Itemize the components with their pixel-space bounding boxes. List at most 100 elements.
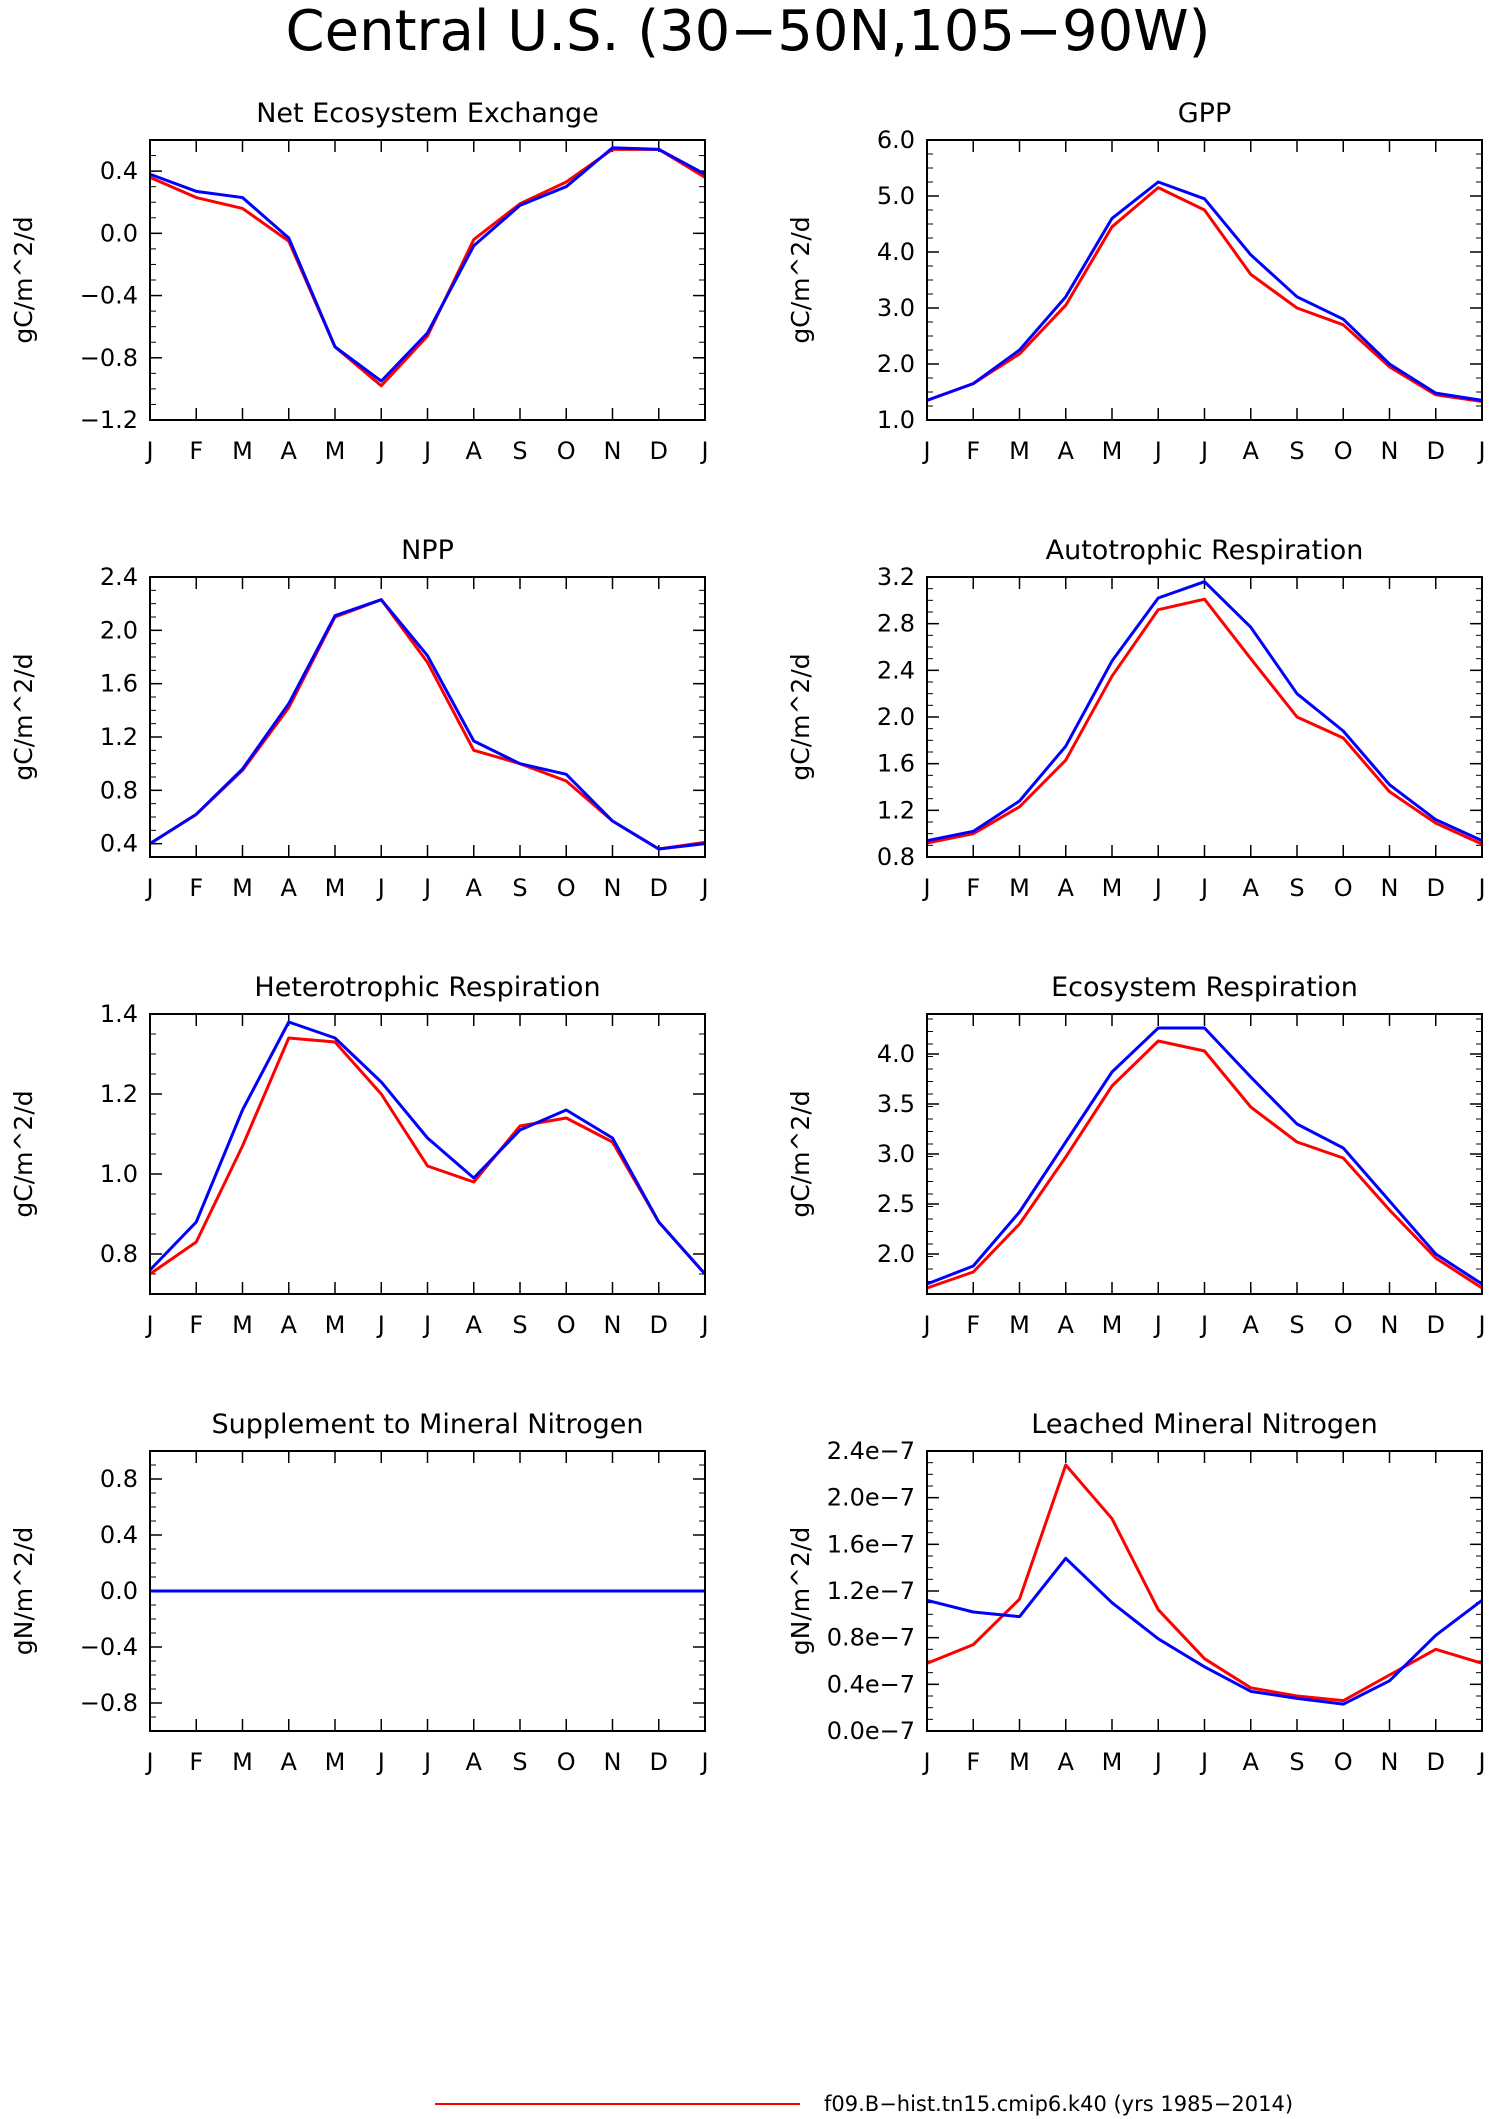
series-line-blue [926, 180, 1483, 402]
x-tick-label: A [1058, 1311, 1075, 1339]
x-tick-label: J [699, 1311, 708, 1339]
y-tick-label: 2.4e−7 [827, 1437, 915, 1465]
x-tick-label: S [1289, 437, 1304, 465]
x-tick-label: J [1476, 437, 1485, 465]
series-line-blue [148, 1020, 707, 1275]
x-tick-label: A [1058, 874, 1075, 902]
x-tick-label: F [966, 1311, 980, 1339]
x-tick-label: J [422, 874, 431, 902]
x-tick-label: M [1009, 1748, 1030, 1776]
x-tick-label: S [512, 1311, 527, 1339]
y-axis-label: gC/m^2/d [786, 1090, 815, 1217]
y-axis-label: gC/m^2/d [9, 653, 38, 780]
chart-panel-7: Supplement to Mineral Nitrogen gN/m^2/d J F… [9, 1409, 709, 1776]
series-line-red [926, 1039, 1483, 1290]
x-tick-label: J [921, 1311, 930, 1339]
series-line-blue [149, 146, 706, 383]
x-tick-label: J [1153, 1311, 1162, 1339]
plot-frame [926, 1450, 1483, 1732]
x-tick-label: S [1289, 1311, 1304, 1339]
x-tick-label: A [1243, 874, 1260, 902]
series-line-blue [926, 1556, 1483, 1706]
y-tick-label: 2.4 [100, 563, 138, 591]
x-tick-label: F [966, 874, 980, 902]
series-line-blue [149, 598, 706, 851]
panel-title: NPP [401, 535, 454, 566]
x-tick-label: N [604, 1748, 622, 1776]
x-tick-label: J [376, 1311, 385, 1339]
y-tick-label: 1.6 [877, 750, 915, 778]
x-tick-label: J [144, 1748, 153, 1776]
y-tick-label: 6.0 [877, 126, 915, 154]
x-tick-label: D [1427, 1311, 1445, 1339]
x-tick-label: F [966, 437, 980, 465]
x-tick-label: A [281, 1748, 298, 1776]
x-tick-label: A [1243, 1311, 1260, 1339]
x-tick-label: M [325, 1311, 346, 1339]
x-tick-label: F [189, 1748, 203, 1776]
x-tick-label: S [512, 437, 527, 465]
x-tick-label: N [1381, 1311, 1399, 1339]
y-tick-label: −1.2 [80, 406, 138, 434]
y-tick-label: 1.2e−7 [827, 1577, 915, 1605]
x-tick-label: A [281, 874, 298, 902]
x-tick-label: D [1427, 437, 1445, 465]
panel-title: Supplement to Mineral Nitrogen [212, 1409, 644, 1440]
y-tick-label: 1.2 [877, 796, 915, 824]
series-line-red [149, 147, 706, 388]
x-tick-label: J [1153, 1748, 1162, 1776]
x-tick-label: A [466, 1748, 483, 1776]
x-tick-label: S [512, 1748, 527, 1776]
x-tick-label: N [1381, 874, 1399, 902]
x-tick-label: N [604, 1311, 622, 1339]
y-tick-label: 2.0e−7 [827, 1484, 915, 1512]
x-tick-label: A [1243, 437, 1260, 465]
x-tick-label: O [557, 874, 576, 902]
x-tick-label: M [1102, 874, 1123, 902]
x-tick-label: J [376, 437, 385, 465]
y-tick-label: 0.0e−7 [827, 1717, 915, 1745]
x-tick-label: J [1476, 1311, 1485, 1339]
y-tick-label: 0.8 [100, 1240, 138, 1268]
x-tick-label: J [1199, 1748, 1208, 1776]
x-tick-label: A [1058, 1748, 1075, 1776]
y-tick-label: 4.0 [877, 238, 915, 266]
x-tick-label: O [1334, 874, 1353, 902]
x-tick-label: O [557, 1748, 576, 1776]
y-tick-label: −0.8 [80, 344, 138, 372]
y-axis-label: gC/m^2/d [786, 653, 815, 780]
panel-title: Leached Mineral Nitrogen [1031, 1409, 1377, 1440]
y-tick-label: 3.0 [877, 294, 915, 322]
x-tick-label: J [144, 874, 153, 902]
plot-frame [149, 576, 706, 858]
plot-frame [149, 1450, 706, 1732]
y-tick-label: 2.0 [877, 703, 915, 731]
series-line-blue [926, 580, 1483, 843]
x-tick-label: M [325, 874, 346, 902]
legend-label: f09.B−hist.tn15.cmip6.k40 (yrs 1985−2014… [824, 2092, 1293, 2116]
y-axis-label: gC/m^2/d [786, 216, 815, 343]
y-tick-label: −0.4 [80, 1633, 138, 1661]
x-tick-label: M [1009, 874, 1030, 902]
x-tick-label: J [1476, 874, 1485, 902]
x-tick-label: D [650, 437, 668, 465]
y-tick-label: 0.8 [877, 843, 915, 871]
x-tick-label: A [1243, 1748, 1260, 1776]
x-tick-label: S [512, 874, 527, 902]
y-tick-label: 3.0 [877, 1140, 915, 1168]
y-tick-label: 2.0 [100, 616, 138, 644]
plot-frame [149, 139, 706, 421]
x-tick-label: J [1153, 437, 1162, 465]
x-tick-label: A [466, 437, 483, 465]
x-tick-label: A [281, 1311, 298, 1339]
y-tick-label: 2.4 [877, 656, 915, 684]
x-tick-label: J [1153, 874, 1162, 902]
y-tick-label: 1.2 [100, 1080, 138, 1108]
x-tick-label: M [1009, 437, 1030, 465]
x-tick-label: D [1427, 874, 1445, 902]
x-tick-label: J [422, 1748, 431, 1776]
